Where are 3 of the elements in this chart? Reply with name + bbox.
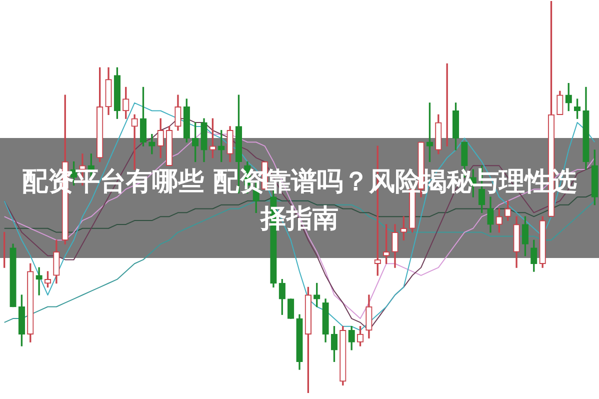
candlestick xyxy=(148,134,156,154)
candlestick xyxy=(36,267,42,296)
candlestick xyxy=(131,114,138,170)
